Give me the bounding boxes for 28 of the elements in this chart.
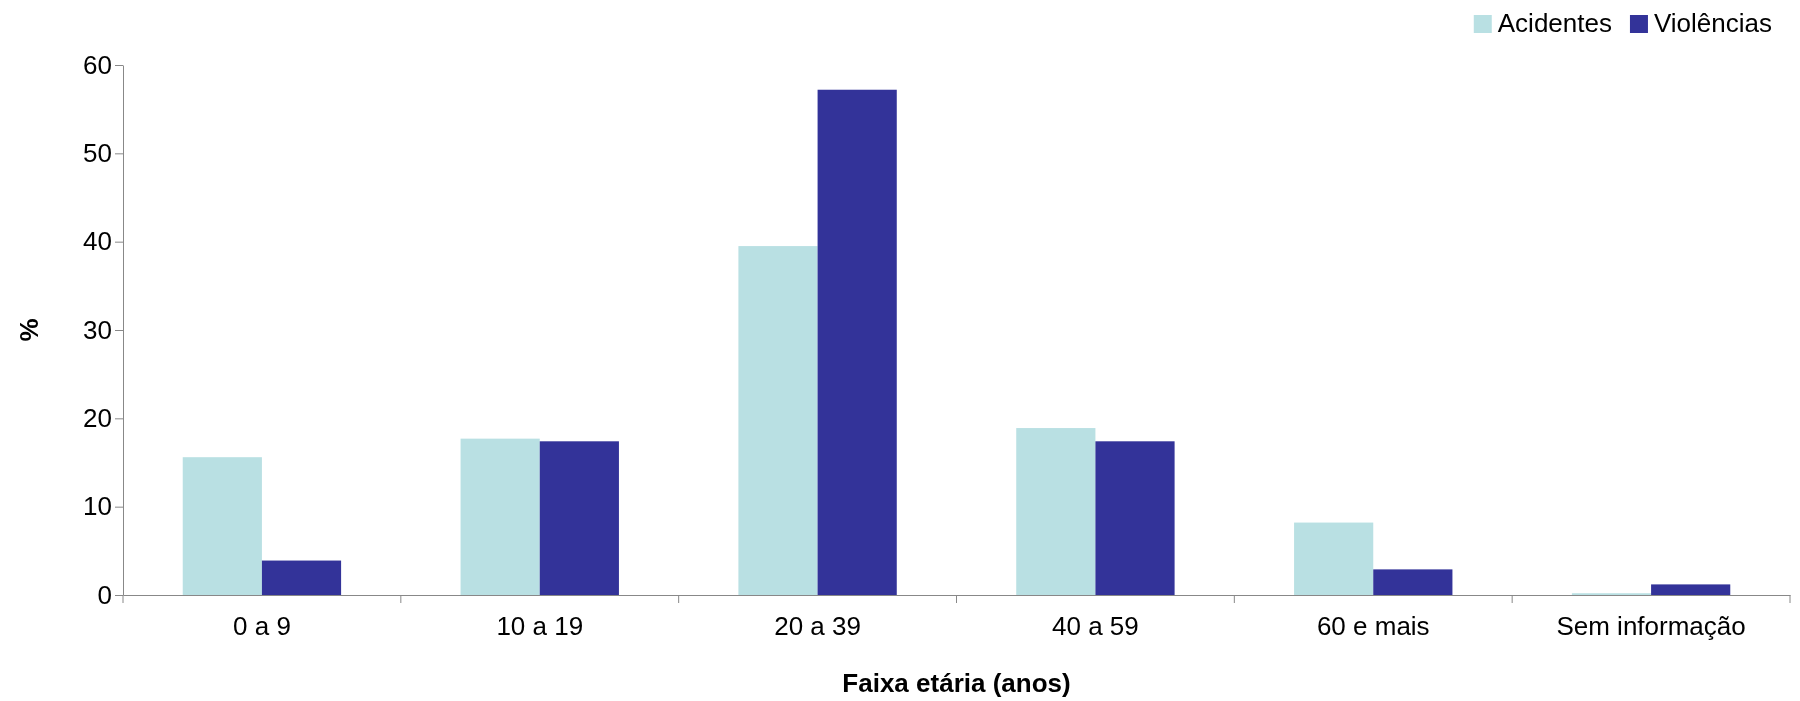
y-tick-label: 60 [83, 49, 112, 80]
y-tick-label: 0 [97, 579, 112, 610]
y-tick-label: 10 [83, 491, 112, 522]
bar [539, 441, 619, 595]
x-tick-label: 40 a 59 [1052, 611, 1139, 642]
x-tick-label: 20 a 39 [774, 611, 861, 642]
y-tick-label: 40 [83, 226, 112, 257]
bar [460, 438, 540, 595]
bar [261, 560, 342, 595]
y-axis-title: % [14, 318, 44, 342]
bar [817, 89, 897, 595]
x-tick-label: 60 e mais [1316, 611, 1430, 642]
x-tick-label: Sem informação [1556, 611, 1746, 642]
bar [738, 246, 818, 595]
y-tick-label: 20 [83, 403, 112, 434]
legend-label: Acidentes [1497, 8, 1612, 38]
bar [1651, 584, 1731, 595]
legend-label: Violências [1653, 8, 1772, 38]
x-tick-label: 10 a 19 [496, 611, 584, 642]
y-tick-label: 50 [83, 138, 112, 169]
bar [1095, 441, 1175, 595]
bar [1373, 569, 1453, 595]
y-tick-label: 30 [83, 314, 112, 345]
x-tick-label: 0 a 9 [233, 611, 291, 642]
x-axis-title: Faixa etária (anos) [842, 668, 1071, 698]
bar [182, 457, 262, 595]
bar [1016, 428, 1096, 595]
bar [1294, 522, 1374, 595]
